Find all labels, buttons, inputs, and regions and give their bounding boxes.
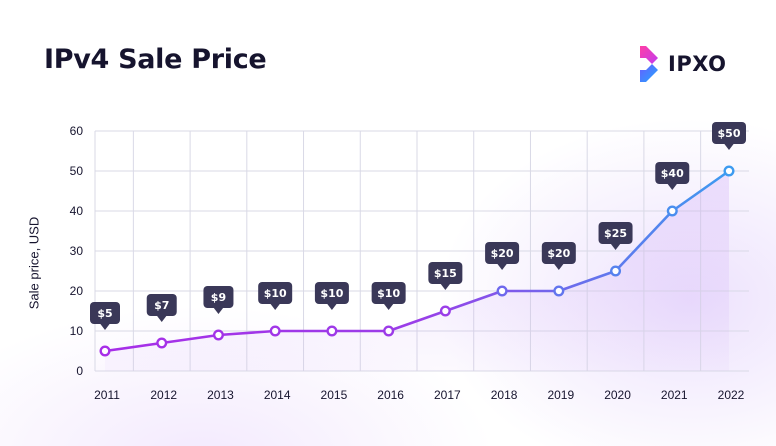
page-title: IPv4 Sale Price bbox=[44, 44, 267, 75]
data-label-bubble: $5 bbox=[90, 302, 120, 330]
x-tick-label: 2012 bbox=[150, 388, 177, 402]
x-tick-label: 2018 bbox=[491, 388, 518, 402]
data-point bbox=[326, 325, 338, 337]
data-label-bg bbox=[314, 282, 349, 304]
data-point bbox=[553, 285, 565, 297]
x-ticks: 2011 2012 2013 2014 2015 2016 2017 2018 2019 2020… bbox=[94, 388, 745, 402]
x-tick-label: 2011 bbox=[94, 388, 120, 402]
data-label-bg bbox=[90, 302, 120, 324]
data-label: $10 bbox=[377, 287, 400, 300]
data-label: $25 bbox=[604, 227, 627, 240]
data-label-bubble: $7 bbox=[146, 294, 177, 322]
data-point bbox=[439, 305, 451, 317]
data-label: $10 bbox=[264, 287, 287, 300]
data-label: $20 bbox=[547, 247, 570, 260]
data-label-pointer bbox=[326, 303, 337, 310]
data-point bbox=[156, 337, 168, 349]
data-label-bg bbox=[203, 286, 234, 308]
y-tick-label: 30 bbox=[70, 244, 84, 258]
data-label-pointer bbox=[497, 263, 508, 270]
x-tick-label: 2021 bbox=[661, 388, 688, 402]
data-label-pointer bbox=[213, 307, 224, 314]
data-point bbox=[212, 329, 224, 341]
data-point bbox=[383, 325, 395, 337]
data-label: $7 bbox=[154, 299, 169, 312]
data-label-pointer bbox=[724, 143, 734, 150]
data-label-bubble: $25 bbox=[598, 222, 633, 250]
x-tick-label: 2016 bbox=[377, 388, 404, 402]
data-point bbox=[99, 345, 111, 357]
data-label: $5 bbox=[97, 307, 112, 320]
data-point bbox=[723, 165, 735, 177]
data-label: $20 bbox=[491, 247, 514, 260]
x-tick-label: 2022 bbox=[718, 388, 745, 402]
x-tick-label: 2015 bbox=[321, 388, 348, 402]
data-label-pointer bbox=[610, 243, 621, 250]
data-label: $50 bbox=[718, 127, 741, 140]
y-tick-label: 20 bbox=[70, 284, 84, 298]
data-point bbox=[496, 285, 508, 297]
data-point bbox=[610, 265, 622, 277]
data-label-pointer bbox=[270, 303, 281, 310]
x-tick-label: 2020 bbox=[604, 388, 631, 402]
data-label: $15 bbox=[434, 267, 457, 280]
x-tick-label: 2013 bbox=[207, 388, 234, 402]
data-label-pointer bbox=[440, 283, 451, 290]
ipxo-logo-icon bbox=[640, 46, 658, 82]
data-label-bg bbox=[655, 162, 690, 184]
data-label-bg bbox=[371, 282, 406, 304]
x-tick-label: 2014 bbox=[264, 388, 291, 402]
data-label-bg bbox=[146, 294, 177, 316]
data-label-bg bbox=[258, 282, 293, 304]
y-tick-label: 0 bbox=[76, 364, 83, 378]
logo-text: IPXO bbox=[668, 52, 727, 76]
data-label-bg bbox=[428, 262, 463, 284]
data-point bbox=[666, 205, 678, 217]
data-label-bubble: $10 bbox=[314, 282, 349, 310]
data-points bbox=[99, 165, 735, 357]
data-label-bubble: $10 bbox=[258, 282, 293, 310]
x-tick-label: 2019 bbox=[547, 388, 574, 402]
data-label-bg bbox=[541, 242, 576, 264]
data-label-bg bbox=[485, 242, 520, 264]
y-tick-label: 10 bbox=[70, 324, 84, 338]
y-tick-label: 60 bbox=[70, 124, 84, 138]
y-ticks: 0 10 20 30 40 50 60 bbox=[70, 124, 84, 378]
data-label: $40 bbox=[661, 167, 684, 180]
data-label-bg bbox=[712, 122, 746, 144]
ipxo-logo: IPXO bbox=[638, 44, 727, 84]
data-labels: $5 $7 $9 $10 $10 $10 $15 $20 $20 $25 $40 $50 bbox=[90, 122, 746, 330]
data-label-pointer bbox=[667, 183, 678, 190]
data-label-pointer bbox=[100, 323, 110, 330]
data-label-bubble: $10 bbox=[371, 282, 406, 310]
data-label-pointer bbox=[156, 315, 167, 322]
data-label-bubble: $20 bbox=[485, 242, 520, 270]
data-label-bubble: $9 bbox=[203, 286, 234, 314]
data-label-bg bbox=[598, 222, 633, 244]
y-tick-label: 40 bbox=[70, 204, 84, 218]
data-label-pointer bbox=[553, 263, 564, 270]
data-label-bubble: $15 bbox=[428, 262, 463, 290]
y-tick-label: 50 bbox=[70, 164, 84, 178]
series-line bbox=[104, 169, 730, 353]
data-label: $9 bbox=[211, 291, 226, 304]
x-tick-label: 2017 bbox=[434, 388, 461, 402]
data-label: $10 bbox=[320, 287, 343, 300]
series-area bbox=[105, 171, 729, 371]
data-label-pointer bbox=[383, 303, 394, 310]
data-label-bubble: $20 bbox=[541, 242, 576, 270]
data-point bbox=[269, 325, 281, 337]
data-label-bubble: $40 bbox=[655, 162, 690, 190]
data-label-bubble: $50 bbox=[712, 122, 746, 150]
